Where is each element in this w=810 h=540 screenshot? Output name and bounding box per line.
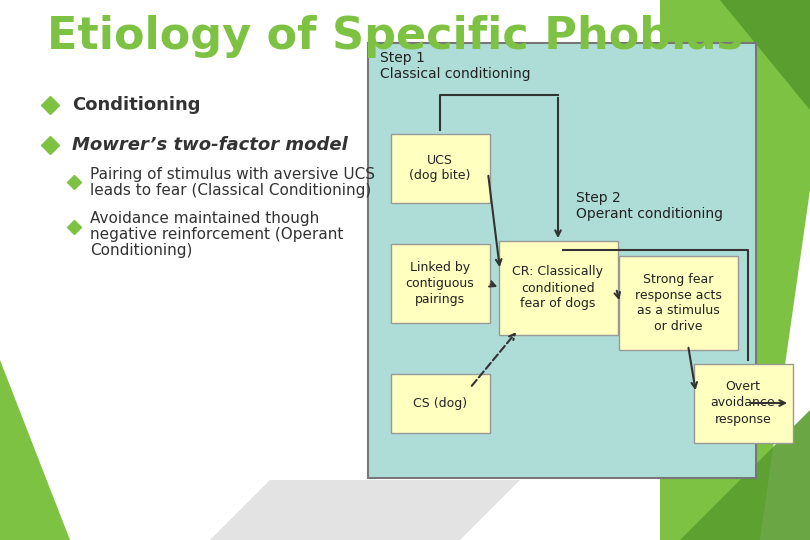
Text: Etiology of Specific Phobias: Etiology of Specific Phobias xyxy=(47,15,743,58)
Polygon shape xyxy=(660,0,810,540)
FancyBboxPatch shape xyxy=(390,374,489,433)
Text: Overt
avoidance
response: Overt avoidance response xyxy=(710,381,775,426)
Text: Pairing of stimulus with aversive UCS: Pairing of stimulus with aversive UCS xyxy=(90,166,375,181)
Text: Linked by
contiguous
pairings: Linked by contiguous pairings xyxy=(406,260,475,306)
Text: Strong fear
response acts
as a stimulus
or drive: Strong fear response acts as a stimulus … xyxy=(634,273,722,334)
FancyBboxPatch shape xyxy=(390,133,489,202)
FancyBboxPatch shape xyxy=(693,363,792,442)
FancyBboxPatch shape xyxy=(390,244,489,322)
Text: Mowrer’s two-factor model: Mowrer’s two-factor model xyxy=(72,136,347,154)
FancyBboxPatch shape xyxy=(368,43,756,478)
Text: leads to fear (Classical Conditioning): leads to fear (Classical Conditioning) xyxy=(90,183,371,198)
Polygon shape xyxy=(680,410,810,540)
Polygon shape xyxy=(210,480,520,540)
Polygon shape xyxy=(0,360,70,540)
Text: Step 2
Operant conditioning: Step 2 Operant conditioning xyxy=(576,191,723,221)
Polygon shape xyxy=(720,0,810,110)
Text: UCS
(dog bite): UCS (dog bite) xyxy=(409,153,471,183)
Text: Step 1
Classical conditioning: Step 1 Classical conditioning xyxy=(380,51,531,81)
FancyBboxPatch shape xyxy=(619,256,737,350)
FancyBboxPatch shape xyxy=(498,241,617,335)
Text: Conditioning: Conditioning xyxy=(72,96,201,114)
Text: negative reinforcement (Operant: negative reinforcement (Operant xyxy=(90,227,343,242)
Text: Avoidance maintained though: Avoidance maintained though xyxy=(90,212,319,226)
Text: CR: Classically
conditioned
fear of dogs: CR: Classically conditioned fear of dogs xyxy=(513,266,603,310)
Text: Conditioning): Conditioning) xyxy=(90,244,193,259)
Text: CS (dog): CS (dog) xyxy=(413,396,467,409)
